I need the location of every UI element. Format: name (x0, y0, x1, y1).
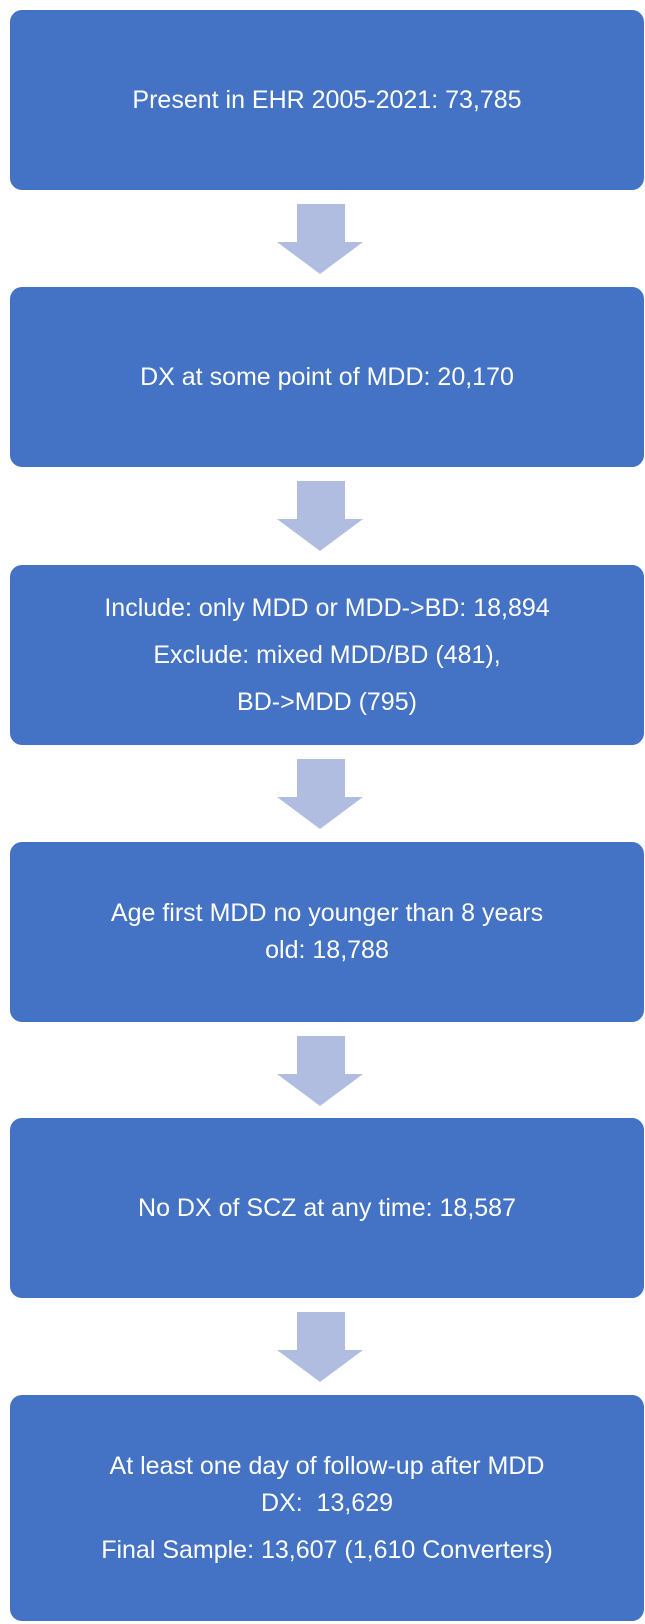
box-text: DX: 13,629 (260, 1488, 394, 1517)
box-paragraph: BD->MDD (795) (237, 684, 417, 721)
flow-box: No DX of SCZ at any time: 18,587 (10, 1118, 644, 1298)
box-text: No DX of SCZ at any time: 18,587 (138, 1193, 516, 1222)
arrow-shape (277, 1036, 363, 1106)
box-text: DX at some point of MDD: 20,170 (140, 362, 514, 391)
box-text: Final Sample: 13,607 (1,610 Converters) (101, 1535, 553, 1564)
box-paragraph: At least one day of follow-up after MDD D… (110, 1448, 545, 1522)
flow-box: Include: only MDD or MDD->BD: 18,894 Excl… (10, 565, 644, 745)
down-arrow (277, 204, 363, 274)
flow-box: Age first MDD no younger than 8 years old… (10, 842, 644, 1022)
down-arrow (277, 759, 363, 829)
box-paragraph: Final Sample: 13,607 (1,610 Converters) (101, 1532, 553, 1569)
arrow-shape (277, 1312, 363, 1382)
down-arrow (277, 1036, 363, 1106)
box-text: BD->MDD (795) (237, 687, 417, 716)
box-paragraph: Exclude: mixed MDD/BD (481), (153, 637, 500, 674)
box-text: Age first MDD no younger than 8 years (110, 899, 544, 927)
flow-box: DX at some point of MDD: 20,170 (10, 287, 644, 467)
arrow-shape (277, 481, 363, 551)
box-paragraph: Include: only MDD or MDD->BD: 18,894 (104, 590, 549, 627)
box-paragraph: DX at some point of MDD: 20,170 (140, 359, 514, 396)
box-paragraph: Age first MDD no younger than 8 years old… (111, 895, 543, 969)
box-text: Present in EHR 2005-2021: 73,785 (132, 85, 522, 114)
box-text: Include: only MDD or MDD->BD: 18,894 (104, 593, 550, 622)
arrow-shape (277, 759, 363, 829)
box-text: Exclude: mixed MDD/BD (481), (153, 640, 501, 669)
box-paragraph: Present in EHR 2005-2021: 73,785 (132, 82, 521, 119)
flow-box: Present in EHR 2005-2021: 73,785 (10, 10, 644, 190)
flow-box: At least one day of follow-up after MDD D… (10, 1395, 644, 1621)
arrow-shape (277, 204, 363, 274)
box-paragraph: No DX of SCZ at any time: 18,587 (138, 1190, 516, 1227)
box-text: At least one day of follow-up after MDD (109, 1451, 545, 1480)
down-arrow (277, 1312, 363, 1382)
box-text: old: 18,788 (265, 936, 389, 964)
down-arrow (277, 481, 363, 551)
